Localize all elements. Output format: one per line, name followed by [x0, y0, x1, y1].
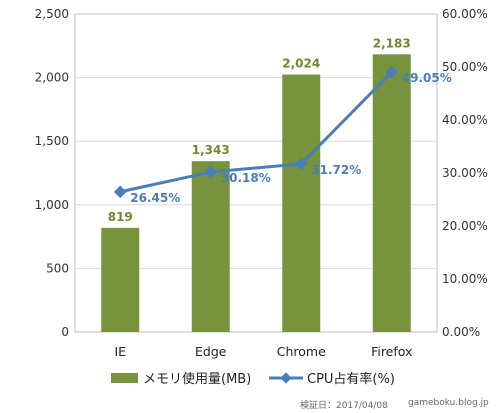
left-tick-label: 500: [46, 261, 69, 275]
memory-bar: [101, 227, 140, 332]
memory-bar: [372, 54, 411, 333]
cpu-point: [113, 185, 127, 199]
left-tick-label: 2,000: [35, 71, 69, 85]
cpu-value-label: 30.18%: [221, 171, 271, 185]
cpu-point: [294, 157, 308, 171]
legend-line-marker: [280, 372, 292, 384]
memory-bar-label: 2,024: [282, 57, 320, 71]
cpu-line: [113, 65, 399, 199]
memory-bar-label: 819: [108, 210, 133, 224]
verification-date: 検証日：2017/04/08: [300, 401, 388, 411]
memory-bar-label: 1,343: [192, 143, 230, 157]
category-label: Edge: [195, 344, 227, 359]
memory-bar: [282, 74, 321, 332]
category-label: Chrome: [277, 344, 326, 359]
cpu-point: [204, 165, 218, 179]
left-tick-label: 0: [61, 325, 69, 339]
category-label: Firefox: [371, 344, 412, 359]
cpu-line-labels: 26.45% 30.18% 31.72% 49.05%: [130, 71, 451, 205]
left-tick-label: 1,000: [35, 198, 69, 212]
right-tick-label: 60.00%: [442, 7, 488, 21]
right-tick-label: 10.00%: [442, 272, 488, 286]
right-tick-label: 40.00%: [442, 113, 488, 127]
memory-bar-labels: 819 1,343 2,024 2,183: [108, 36, 411, 224]
memory-bars: [101, 54, 411, 333]
category-labels: IE Edge Chrome Firefox: [114, 344, 412, 359]
left-tick-label: 1,500: [35, 134, 69, 148]
right-tick-label: 20.00%: [442, 219, 488, 233]
cpu-series-line: [119, 70, 393, 194]
plot-area: [74, 13, 438, 333]
cpu-value-label: 49.05%: [402, 71, 452, 85]
plot-border: [74, 13, 438, 333]
cpu-point: [385, 65, 399, 79]
right-tick-label: 30.00%: [442, 166, 488, 180]
right-axis: 0.00% 10.00% 20.00% 30.00% 40.00% 50.00% 60.00…: [442, 7, 488, 339]
site-credit: gameboku.blog.jp: [408, 398, 489, 408]
memory-bar-label: 2,183: [373, 36, 411, 50]
left-tick-label: 2,500: [35, 7, 69, 21]
left-axis: 0 500 1,000 1,500 2,000 2,500: [35, 7, 69, 339]
legend-bar-label: メモリ使用量(MB): [143, 371, 251, 387]
legend-line-label: CPU占有率(%): [307, 371, 395, 387]
legend-bar-swatch: [111, 373, 138, 383]
legend: メモリ使用量(MB) CPU占有率(%): [111, 371, 395, 387]
right-tick-label: 50.00%: [442, 60, 488, 74]
right-tick-label: 0.00%: [442, 325, 480, 339]
cpu-value-label: 31.72%: [311, 163, 361, 177]
cpu-value-label: 26.45%: [130, 191, 180, 205]
memory-bar: [191, 161, 230, 332]
category-label: IE: [114, 344, 126, 359]
